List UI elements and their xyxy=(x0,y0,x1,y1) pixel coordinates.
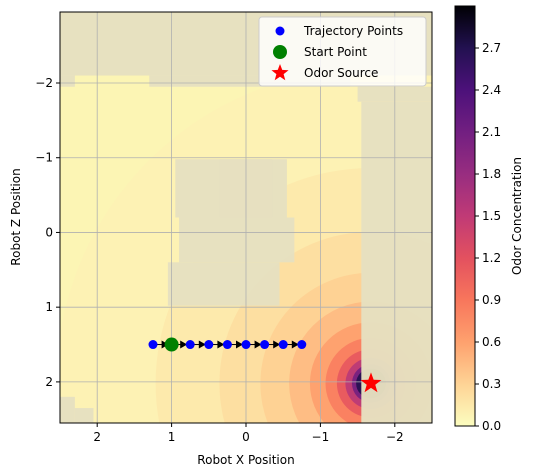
trajectory-point xyxy=(297,340,307,350)
marker-layer xyxy=(164,337,382,393)
colorbar-tick-label: 1.8 xyxy=(482,167,501,181)
trajectory-arrow xyxy=(236,340,243,349)
x-tick-label: 1 xyxy=(168,430,176,444)
legend-label-start: Start Point xyxy=(304,45,367,59)
start-point xyxy=(164,337,179,352)
x-tick-label: 2 xyxy=(93,430,101,444)
colorbar-tick-label: 0.0 xyxy=(482,419,501,433)
colorbar-tick-label: 1.2 xyxy=(482,251,501,265)
y-tick-label: 0 xyxy=(45,225,53,239)
trajectory-arrow xyxy=(217,340,225,349)
x-axis-ticks: 2 1 0 −1 −2 xyxy=(93,423,404,444)
obstacle-region xyxy=(60,75,75,87)
y-axis-ticks: −2 −1 0 1 2 xyxy=(35,76,60,389)
x-tick-label: 0 xyxy=(242,430,250,444)
trajectory-point xyxy=(278,340,288,350)
trajectory-arrow xyxy=(291,340,299,349)
x-axis-label: Robot X Position xyxy=(197,453,294,467)
colorbar-tick-label: 2.1 xyxy=(482,125,501,139)
y-tick-label: 1 xyxy=(45,300,53,314)
legend: Trajectory Points Start Point Odor Sourc… xyxy=(258,16,427,87)
colorbar-label: Odor Concentration xyxy=(510,157,524,275)
legend-label-trajectory: Trajectory Points xyxy=(303,24,403,38)
trajectory-point xyxy=(185,340,195,350)
colorbar-tick-label: 0.9 xyxy=(482,293,501,307)
legend-marker-odor-source xyxy=(271,64,289,81)
colorbar: 0.0 0.3 0.6 0.9 1.2 1.5 1.8 2.1 2.4 2.7 Odor Conc… xyxy=(454,5,524,433)
trajectory-arrow xyxy=(180,340,188,349)
y-tick-label: −2 xyxy=(35,76,53,90)
trajectory-arrow xyxy=(254,340,262,349)
obstacle-region xyxy=(60,396,75,423)
colorbar-tick-label: 1.5 xyxy=(482,209,501,223)
x-tick-label: −1 xyxy=(312,430,330,444)
legend-marker-trajectory xyxy=(275,26,285,36)
y-axis-label: Robot Z Position xyxy=(9,168,23,265)
legend-label-odor-source: Odor Source xyxy=(304,66,378,80)
obstacle-region xyxy=(167,262,280,306)
grid-lines xyxy=(60,12,432,423)
colorbar-scale xyxy=(454,5,476,427)
obstacle-region xyxy=(74,408,94,423)
trajectory-arrow xyxy=(198,340,206,349)
legend-marker-start xyxy=(273,45,287,59)
odor-source-point xyxy=(360,372,382,393)
colorbar-tick-label: 0.6 xyxy=(482,335,501,349)
trajectory-point xyxy=(148,340,158,350)
colorbar-tick-label: 0.3 xyxy=(482,377,501,391)
legend-box xyxy=(258,16,427,87)
trajectory-point xyxy=(241,340,251,350)
trajectory-point xyxy=(204,340,214,350)
obstacle-region xyxy=(361,101,432,423)
y-tick-label: 2 xyxy=(45,375,53,389)
obstacle-region xyxy=(179,217,295,263)
y-tick-label: −1 xyxy=(35,151,53,165)
trajectory-point xyxy=(260,340,270,350)
colorbar-ticks: 0.0 0.3 0.6 0.9 1.2 1.5 1.8 2.1 2.4 2.7 xyxy=(475,41,501,433)
x-tick-label: −2 xyxy=(386,430,404,444)
trajectory-point xyxy=(222,340,232,350)
colorbar-tick-label: 2.7 xyxy=(482,41,501,55)
colorbar-tick-label: 2.4 xyxy=(482,83,501,97)
obstacle-region xyxy=(149,75,351,87)
trajectory-arrow xyxy=(273,340,281,349)
